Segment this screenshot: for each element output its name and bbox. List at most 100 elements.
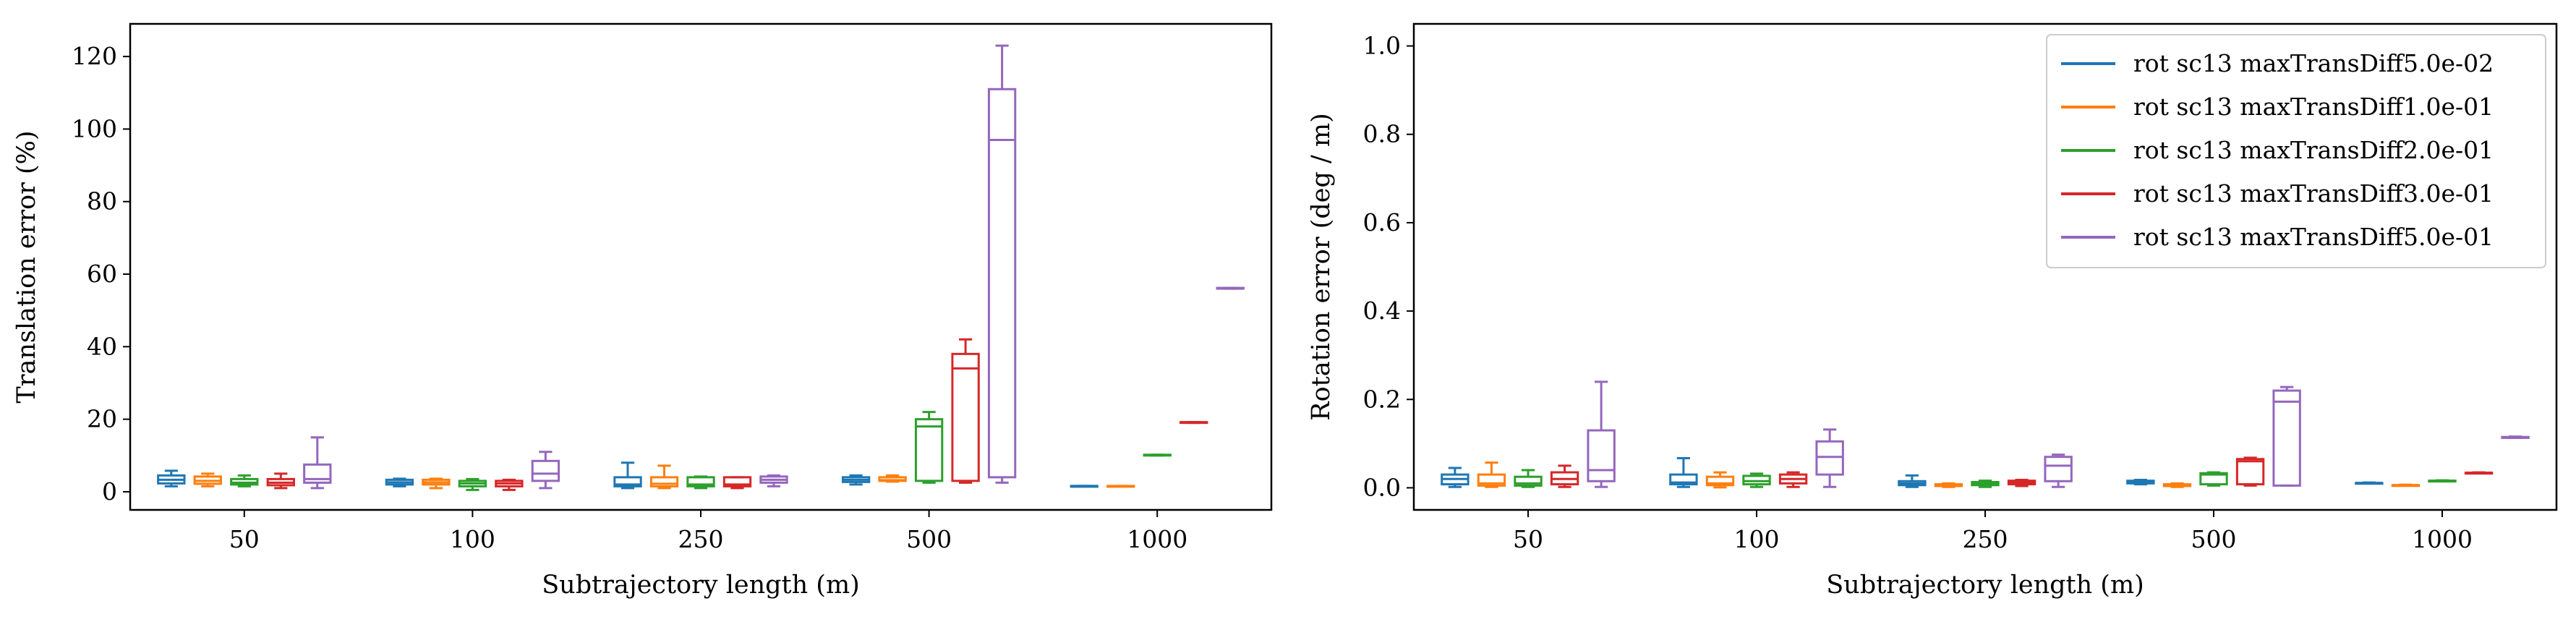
box-s5-50 [1587, 380, 1616, 488]
box-s2-250 [649, 464, 679, 490]
box-body [649, 476, 679, 487]
y-tick-label: 0.4 [1363, 297, 1401, 325]
box-body [2272, 389, 2301, 487]
box-body [1587, 429, 1616, 482]
box-s2-1000 [2391, 483, 2421, 487]
box-s2-100 [1705, 471, 1735, 489]
box-body [1705, 475, 1735, 487]
box-body [613, 476, 642, 487]
box-s1-500 [841, 474, 871, 486]
box-s3-250 [1971, 480, 2000, 488]
box-s5-100 [531, 451, 560, 490]
box-body [1742, 474, 1771, 486]
x-tick-label: 100 [450, 525, 495, 553]
box-body [1477, 473, 1506, 487]
box-body [2235, 458, 2265, 486]
box-s4-500 [951, 338, 980, 484]
y-tick-label: 0.6 [1363, 208, 1401, 237]
box-body [1514, 475, 1543, 487]
box-body [1815, 440, 1844, 476]
legend-label-s2: rot sc13 maxTransDiff1.0e-01 [2133, 93, 2494, 121]
box-s4-1000 [2464, 471, 2494, 475]
box-s4-250 [722, 476, 752, 490]
box-s1-100 [385, 477, 414, 487]
box-body [987, 88, 1017, 479]
box-body [1669, 473, 1698, 486]
box-s2-50 [193, 472, 222, 487]
box-s4-250 [2007, 478, 2037, 487]
box-s1-250 [1898, 474, 1927, 488]
box-s4-100 [1778, 471, 1808, 488]
box-s1-50 [157, 469, 186, 487]
rotation-error-panel: 0.0 0.2 0.4 0.6 0.8 1.0 50 100 250 500 1000 Subtraj… [1307, 22, 2558, 600]
x-tick-label: 500 [2191, 525, 2237, 553]
box-s2-50 [1477, 461, 1506, 488]
box-s5-250 [2044, 453, 2073, 488]
x-axis-label: Subtrajectory length (m) [542, 571, 860, 600]
box-s3-100 [1742, 472, 1771, 488]
x-tick-label: 250 [678, 525, 724, 553]
x-tick-label: 500 [906, 525, 952, 553]
x-tick-label: 50 [229, 525, 260, 553]
box-s1-500 [2126, 478, 2155, 486]
box-s1-100 [1669, 457, 1698, 488]
y-tick-label: 80 [87, 187, 117, 216]
box-body [914, 418, 944, 482]
plot-frame [1412, 22, 2558, 511]
box-s5-250 [759, 474, 788, 487]
box-body [2199, 472, 2228, 486]
y-tick-label: 100 [72, 114, 117, 142]
box-body [303, 463, 332, 484]
y-tick-label: 60 [87, 260, 117, 288]
box-body [686, 476, 715, 487]
y-tick-label: 0 [102, 477, 117, 506]
box-s4-500 [2235, 456, 2265, 487]
box-s3-1000 [1143, 453, 1172, 457]
box-s2-1000 [1106, 485, 1135, 488]
box-s1-1000 [2355, 481, 2384, 485]
legend-label-s4: rot sc13 maxTransDiff3.0e-01 [2133, 179, 2494, 208]
box-s4-50 [1550, 464, 1579, 488]
box-s5-50 [303, 436, 332, 490]
box-body [531, 459, 560, 482]
box-s2-500 [878, 474, 907, 483]
plot-frame [129, 22, 1273, 511]
y-axis-label: Rotation error (deg / m) [1307, 113, 1336, 421]
y-tick-label: 120 [72, 42, 117, 70]
box-body [951, 352, 980, 482]
x-tick-label: 250 [1963, 525, 2008, 553]
box-s5-100 [1815, 428, 1844, 488]
legend-label-s3: rot sc13 maxTransDiff2.0e-01 [2133, 136, 2494, 164]
translation-error-panel: 0 20 40 60 80 100 120 50 100 250 500 1000 Subtraject… [12, 22, 1273, 600]
legend-label-s5: rot sc13 maxTransDiff5.0e-01 [2133, 223, 2494, 251]
y-tick-label: 1.0 [1363, 32, 1401, 60]
x-tick-label: 1000 [1127, 525, 1187, 553]
box-s2-100 [422, 477, 451, 490]
box-s1-1000 [1070, 485, 1099, 488]
box-s1-50 [1441, 466, 1470, 488]
y-axis-label: Translation error (%) [12, 130, 41, 403]
legend: rot sc13 maxTransDiff5.0e-02 rot sc13 max… [2046, 34, 2546, 268]
y-tick-label: 0.0 [1363, 473, 1401, 501]
box-s5-1000 [2501, 435, 2530, 439]
box-s4-50 [266, 472, 295, 490]
box-s3-100 [458, 477, 487, 491]
y-tick-label: 0.2 [1363, 385, 1401, 413]
box-s5-1000 [1216, 286, 1245, 290]
box-s1-250 [613, 461, 642, 490]
box-s5-500 [2272, 385, 2301, 487]
box-s4-100 [495, 478, 524, 491]
box-s3-250 [686, 475, 715, 490]
box-s3-500 [914, 411, 944, 484]
box-s2-500 [2162, 482, 2192, 488]
box-s3-500 [2199, 471, 2228, 487]
y-tick-label: 40 [87, 332, 117, 360]
box-s2-250 [1934, 482, 1963, 488]
box-s3-50 [230, 474, 259, 487]
x-axis-label: Subtrajectory length (m) [1826, 571, 2144, 600]
x-tick-label: 50 [1513, 525, 1543, 553]
box-s5-500 [987, 44, 1017, 484]
y-tick-label: 20 [87, 405, 117, 433]
box-s3-50 [1514, 469, 1543, 488]
